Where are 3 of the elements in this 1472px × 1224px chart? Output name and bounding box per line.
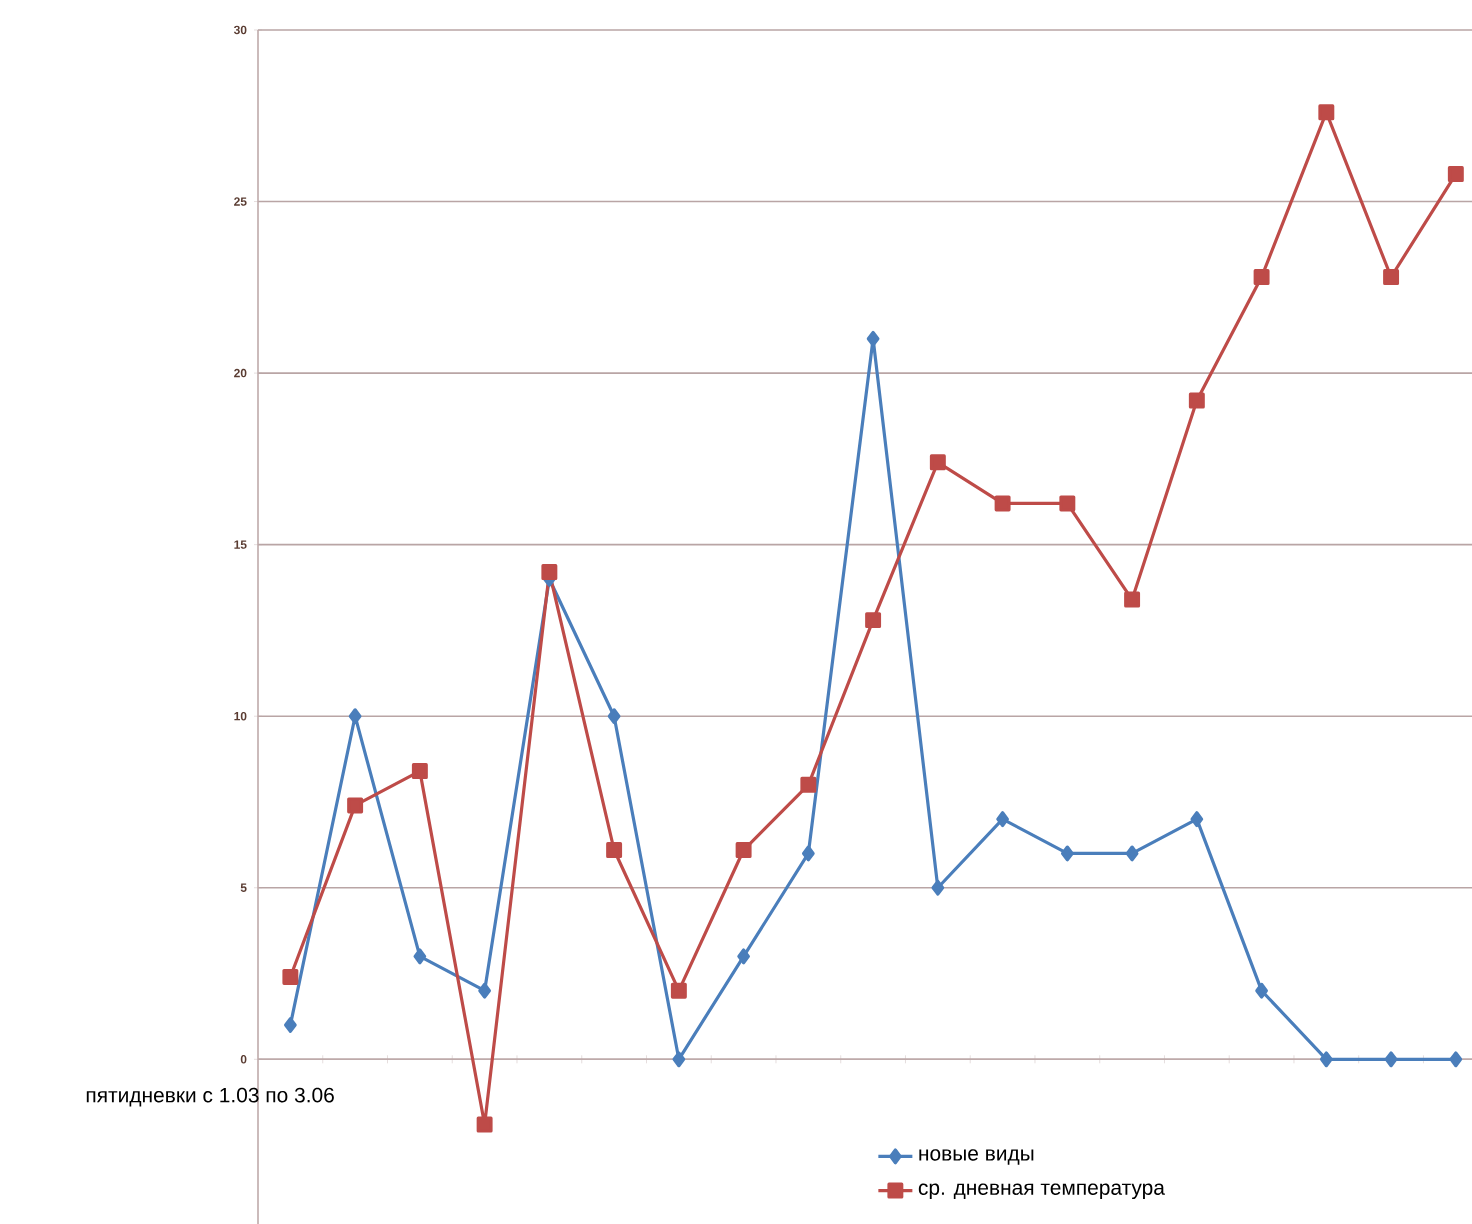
legend-label: ср. дневная температура — [918, 1183, 1165, 1200]
legend-label: новые виды — [919, 1149, 1034, 1165]
x-axis-title: пятидневки с 1.03 по 3.06 — [86, 1087, 334, 1107]
